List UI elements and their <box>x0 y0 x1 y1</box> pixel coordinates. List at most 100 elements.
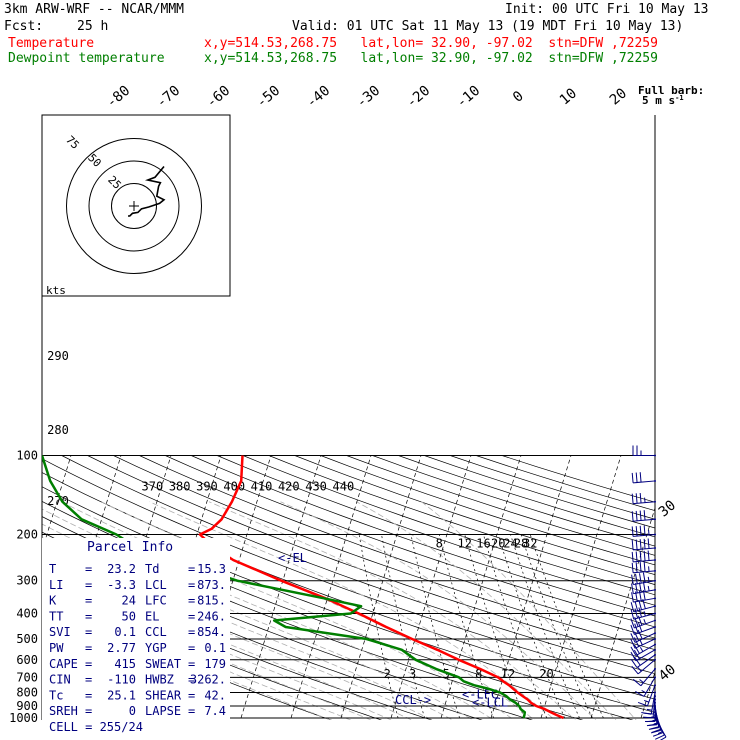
pressure-tick-label: 400 <box>16 607 38 621</box>
wind-barb-flag <box>631 562 634 573</box>
wind-barb-base <box>654 533 656 536</box>
parcel-label: YGP <box>145 641 167 655</box>
theta-label-left: 270 <box>47 494 69 508</box>
parcel-value: 815. <box>197 594 226 608</box>
wind-barb-flag <box>647 550 650 561</box>
wind-barb-half-flag <box>647 585 650 591</box>
pressure-tick-label: 100 <box>16 449 38 463</box>
theta-label: 410 <box>251 479 273 493</box>
legend-dewpoint-info: x,y=514.53,268.75 lat,lon= 32.90, -97.02… <box>204 51 658 66</box>
wind-barb-base <box>654 605 656 608</box>
wind-barb <box>630 598 656 613</box>
parcel-value: 2.77 <box>107 641 136 655</box>
mixing-ratio-label: 8 <box>475 667 482 681</box>
wind-barb-base <box>654 518 656 521</box>
temperature-label: -70 <box>154 83 184 112</box>
wind-barb-flag <box>635 526 638 537</box>
wind-barb-flag <box>630 609 635 620</box>
barb-units: 5 m s-1 <box>642 94 684 107</box>
ccl-annotation: CCL-> <box>395 693 431 707</box>
wind-barb-flag <box>631 493 634 504</box>
temperature-label: -80 <box>104 83 134 112</box>
wind-barb-flag <box>643 561 646 572</box>
legend-temperature-info: x,y=514.53,268.75 lat,lon= 32.90, -97.02… <box>204 36 658 51</box>
hodograph-trace <box>128 165 166 217</box>
parcel-equals: = <box>85 673 92 687</box>
parcel-equals: = <box>85 594 92 608</box>
wind-barbs <box>630 445 667 740</box>
temperature-label: -50 <box>254 83 284 112</box>
dry-adiabat-line <box>320 455 655 566</box>
parcel-equals: = <box>188 578 195 592</box>
wind-barb-flag <box>646 724 657 727</box>
wind-barb-base <box>654 619 656 622</box>
wind-barb-flag <box>639 562 642 573</box>
wind-barb-flag <box>648 727 659 730</box>
theta-label: 380 <box>169 479 191 493</box>
temperature-label: -30 <box>354 83 384 112</box>
parcel-label: SWEAT <box>145 657 181 671</box>
wind-barb-flag <box>634 601 639 611</box>
dry-adiabat-line <box>268 455 655 586</box>
wind-barb-staff <box>640 668 656 687</box>
hodograph-ring <box>66 138 202 274</box>
wind-barb <box>631 525 656 537</box>
parcel-label: LI <box>49 578 63 592</box>
isotherm-line <box>440 455 522 719</box>
isotherm-line <box>691 456 740 719</box>
wind-barb-base <box>654 479 656 482</box>
wind-barb-flag <box>639 510 642 521</box>
mixing-ratio-label: 5 <box>443 667 450 681</box>
wind-barb-base <box>654 637 656 640</box>
parcel-value: 415 <box>114 657 136 671</box>
theta-label: 430 <box>305 479 327 493</box>
pressure-tick-label: 300 <box>16 574 38 588</box>
parcel-info-table: T = 23.2 Td = 15.3LI = -3.3 LCL = 873.K = 24 LFC = 815.… <box>49 562 226 734</box>
wind-barb-base <box>654 691 656 694</box>
mixing-ratio-label: 28 <box>514 537 528 551</box>
parcel-value: 7.4 <box>204 704 226 718</box>
temperature-label: -40 <box>304 83 334 112</box>
mixing-ratio-line <box>529 534 604 719</box>
wind-barb-base <box>654 588 656 591</box>
parcel-value: 25.1 <box>107 688 136 702</box>
pressure-tick-label: 1000 <box>9 711 38 725</box>
wind-barb-flag <box>631 583 634 594</box>
wind-barb-flag <box>637 629 643 640</box>
mixing-ratio-line <box>520 534 593 719</box>
wind-barb-flag <box>633 644 640 654</box>
wind-barb-base <box>654 676 656 679</box>
isotherm-line <box>290 455 372 719</box>
wind-barb-flag <box>630 633 636 643</box>
wind-barb-half-flag <box>643 699 650 703</box>
parcel-value: 854. <box>197 625 226 639</box>
wind-barb <box>631 581 656 595</box>
wind-barb-flag <box>639 525 642 536</box>
wind-barb <box>632 445 656 457</box>
wind-barb-flag <box>638 582 642 593</box>
wind-barb <box>631 510 656 522</box>
barb-title: Full barb: <box>638 84 704 97</box>
wind-barb-base <box>654 684 656 687</box>
parcel-label: Td <box>145 562 159 576</box>
temperature-label: -60 <box>204 83 234 112</box>
wind-barb-flag <box>643 716 654 719</box>
pressure-tick-label: 800 <box>16 686 38 700</box>
mixing-ratio-label: 3 <box>409 667 416 681</box>
wind-barb-staff <box>633 501 656 505</box>
wind-barb-flag <box>635 573 638 584</box>
wind-barb-flag <box>634 608 639 619</box>
wind-barb-staff <box>633 534 656 537</box>
parcel-label: Tc <box>49 688 63 702</box>
temperature-label: 40 <box>656 661 679 684</box>
dry-adiabat-line <box>294 455 655 576</box>
parcel-value: 23.2 <box>107 562 136 576</box>
mixing-ratio-line <box>381 534 425 719</box>
mixing-ratio-line <box>410 534 460 719</box>
wind-barb <box>641 691 656 715</box>
wind-barb-flag <box>631 551 634 562</box>
parcel-equals: = <box>188 641 195 655</box>
wind-barb-staff <box>633 547 656 551</box>
wind-barb-base <box>654 653 656 656</box>
